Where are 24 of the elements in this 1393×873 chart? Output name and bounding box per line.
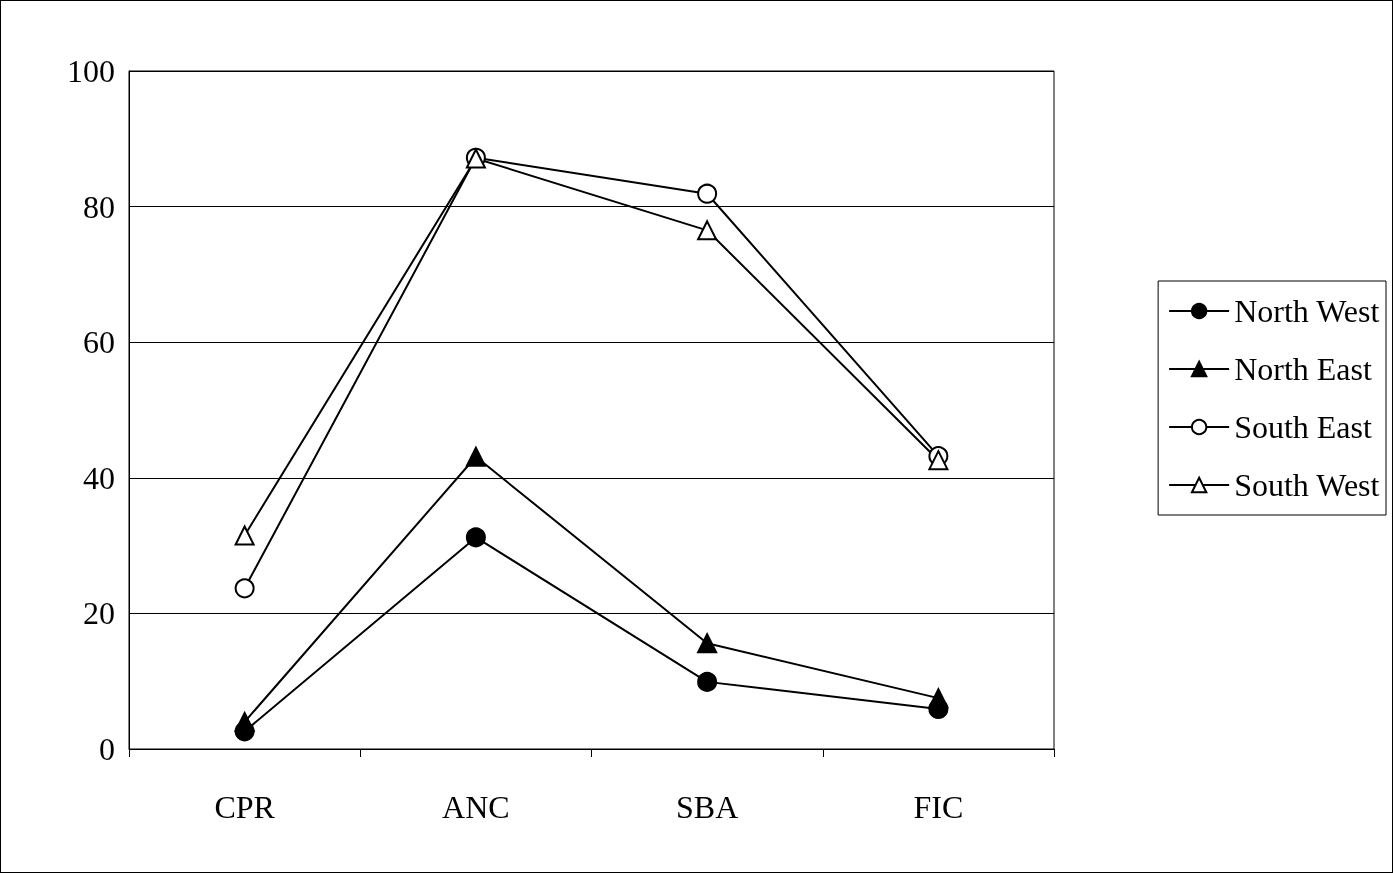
y-tick-label: 40 xyxy=(83,459,115,496)
x-tick-label: CPR xyxy=(214,789,276,825)
legend-label: North West xyxy=(1234,293,1380,329)
point xyxy=(234,578,255,599)
legend-label: North East xyxy=(1234,351,1372,387)
y-tick-label: 20 xyxy=(83,595,115,632)
point xyxy=(928,688,949,709)
point xyxy=(234,711,255,732)
point xyxy=(465,527,486,548)
legend-label: South West xyxy=(1234,467,1380,503)
point xyxy=(697,220,718,241)
x-tick-label: ANC xyxy=(442,789,510,825)
y-tick-label: 0 xyxy=(99,731,115,767)
legend-label: South East xyxy=(1234,409,1373,445)
point xyxy=(465,446,486,467)
point xyxy=(234,525,255,546)
x-tick-label: FIC xyxy=(913,789,964,825)
point xyxy=(697,183,718,204)
y-tick-label: 60 xyxy=(83,324,115,361)
point xyxy=(697,671,718,692)
point xyxy=(697,633,718,654)
y-tick-label: 100 xyxy=(67,53,115,89)
y-tick-label: 80 xyxy=(83,188,115,225)
x-tick-label: SBA xyxy=(676,789,739,825)
